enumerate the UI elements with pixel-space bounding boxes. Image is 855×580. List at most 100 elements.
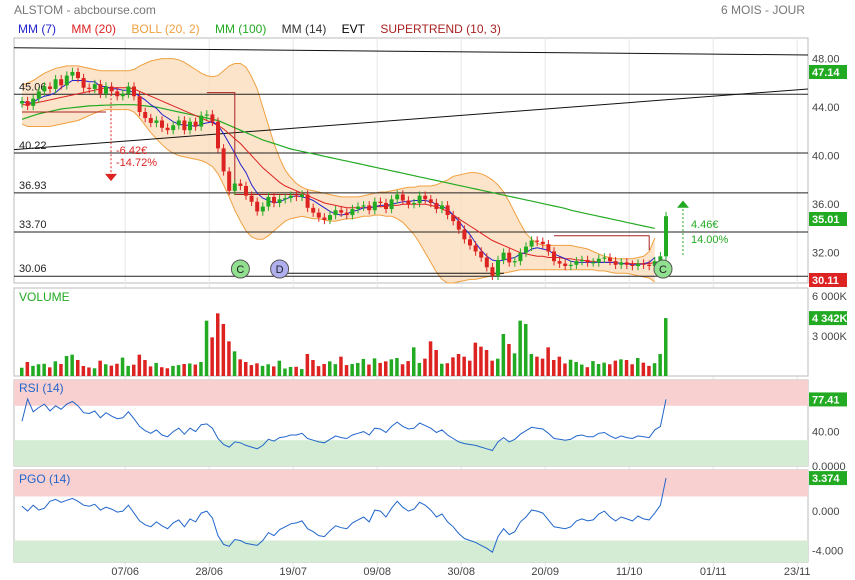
volume-bar bbox=[596, 364, 601, 376]
volume-bar bbox=[389, 359, 394, 376]
volume-bar bbox=[53, 361, 58, 376]
drawdown-percent: -14.72% bbox=[116, 157, 157, 169]
candle-body bbox=[658, 256, 663, 262]
volume-bar bbox=[182, 364, 186, 376]
volume-bar bbox=[378, 362, 382, 376]
candle-body bbox=[535, 240, 540, 242]
volume-bar bbox=[283, 368, 287, 376]
volume-bar bbox=[260, 365, 265, 376]
candle-body bbox=[417, 195, 422, 203]
volume-bar bbox=[423, 358, 427, 376]
rsi-line bbox=[21, 397, 667, 452]
volume-bar bbox=[272, 366, 276, 376]
support-label: 36.93 bbox=[19, 180, 47, 192]
candle-body bbox=[490, 267, 495, 276]
volume-bar bbox=[384, 361, 388, 376]
legend-mm20: MM (20) bbox=[71, 22, 117, 36]
y-tick-label: 32.00 bbox=[812, 248, 840, 260]
volume-bar bbox=[417, 362, 422, 376]
volume-bar bbox=[316, 366, 321, 376]
candle-body bbox=[25, 101, 30, 106]
volume-bar bbox=[109, 365, 114, 376]
legend-supertrend: SUPERTREND (10, 3) bbox=[380, 22, 501, 36]
volume-bar bbox=[81, 366, 86, 376]
volume-bar bbox=[484, 350, 489, 376]
volume-bar bbox=[518, 320, 522, 376]
pgo-lower-zone bbox=[14, 540, 808, 562]
candle-body bbox=[608, 257, 612, 262]
candle-body bbox=[412, 202, 416, 205]
candle-body bbox=[507, 252, 512, 263]
volume-bar bbox=[98, 360, 102, 376]
volume-title: VOLUME bbox=[19, 290, 70, 304]
volume-bar bbox=[199, 362, 203, 376]
volume-bar bbox=[524, 324, 528, 376]
volume-bar bbox=[400, 364, 405, 376]
candle-body bbox=[630, 264, 635, 267]
volume-bar bbox=[59, 364, 63, 376]
volume-bar bbox=[311, 360, 315, 376]
candle-body bbox=[36, 91, 41, 99]
candle-body bbox=[176, 120, 181, 126]
volume-bar bbox=[76, 360, 80, 376]
candle-body bbox=[193, 121, 198, 127]
volume-bar bbox=[25, 362, 30, 376]
volume-bar bbox=[148, 366, 153, 376]
volume-bar bbox=[64, 356, 69, 376]
event-marker-label: D bbox=[276, 264, 284, 276]
volume-bar bbox=[585, 367, 590, 376]
candle-body bbox=[272, 196, 276, 203]
volume-bar bbox=[372, 358, 377, 376]
volume-bar bbox=[137, 354, 142, 376]
candle-body bbox=[277, 199, 282, 203]
volume-bar bbox=[636, 358, 640, 376]
candle-body bbox=[109, 86, 114, 92]
volume-bar bbox=[115, 363, 119, 376]
volume-bar bbox=[42, 363, 46, 376]
candle-body bbox=[20, 101, 24, 104]
volume-bar bbox=[333, 364, 338, 376]
candle-body bbox=[372, 201, 377, 211]
volume-bar bbox=[244, 362, 248, 376]
volume-bar bbox=[132, 364, 136, 376]
candle-body bbox=[98, 84, 103, 94]
volume-bar bbox=[20, 367, 24, 376]
volume-tag-bg bbox=[809, 311, 847, 326]
volume-bar bbox=[188, 363, 192, 376]
price-tag-mm100-bg bbox=[809, 65, 847, 79]
volume-bar bbox=[619, 359, 623, 376]
bollinger-lower-line bbox=[21, 109, 656, 284]
volume-tag: 4 342K bbox=[812, 313, 848, 325]
candle-body bbox=[288, 195, 293, 199]
volume-bar bbox=[664, 318, 668, 376]
volume-bar bbox=[36, 364, 41, 376]
legend-evt: EVT bbox=[341, 22, 366, 36]
pgo-tag: 3.374 bbox=[812, 473, 840, 485]
volume-bar bbox=[591, 361, 595, 376]
volume-bar bbox=[546, 347, 550, 376]
candle-body bbox=[647, 264, 652, 267]
pgo-tick-label: 0.000 bbox=[812, 506, 840, 518]
volume-bar bbox=[350, 364, 354, 376]
drawdown-arrowhead bbox=[105, 173, 117, 182]
volume-bar bbox=[266, 364, 270, 376]
volume-bar bbox=[221, 324, 226, 376]
volume-panel bbox=[13, 287, 809, 377]
volume-bar bbox=[451, 357, 455, 376]
candle-body bbox=[115, 91, 120, 97]
event-marker bbox=[230, 259, 250, 279]
volume-bar bbox=[361, 358, 366, 376]
volume-bar bbox=[339, 356, 343, 376]
candle-body bbox=[557, 261, 562, 264]
rsi-title: RSI (14) bbox=[19, 381, 64, 395]
x-tick-label: 09/08 bbox=[363, 566, 391, 578]
volume-bar bbox=[48, 367, 52, 376]
candle-body bbox=[188, 121, 192, 131]
candle-body bbox=[652, 261, 657, 267]
support-label: 30.06 bbox=[19, 263, 47, 275]
candle-body bbox=[31, 98, 36, 106]
candle-body bbox=[81, 78, 86, 88]
candle-body bbox=[624, 262, 629, 265]
volume-bar bbox=[496, 358, 500, 376]
volume-tick-label: 6 000K bbox=[812, 291, 848, 303]
